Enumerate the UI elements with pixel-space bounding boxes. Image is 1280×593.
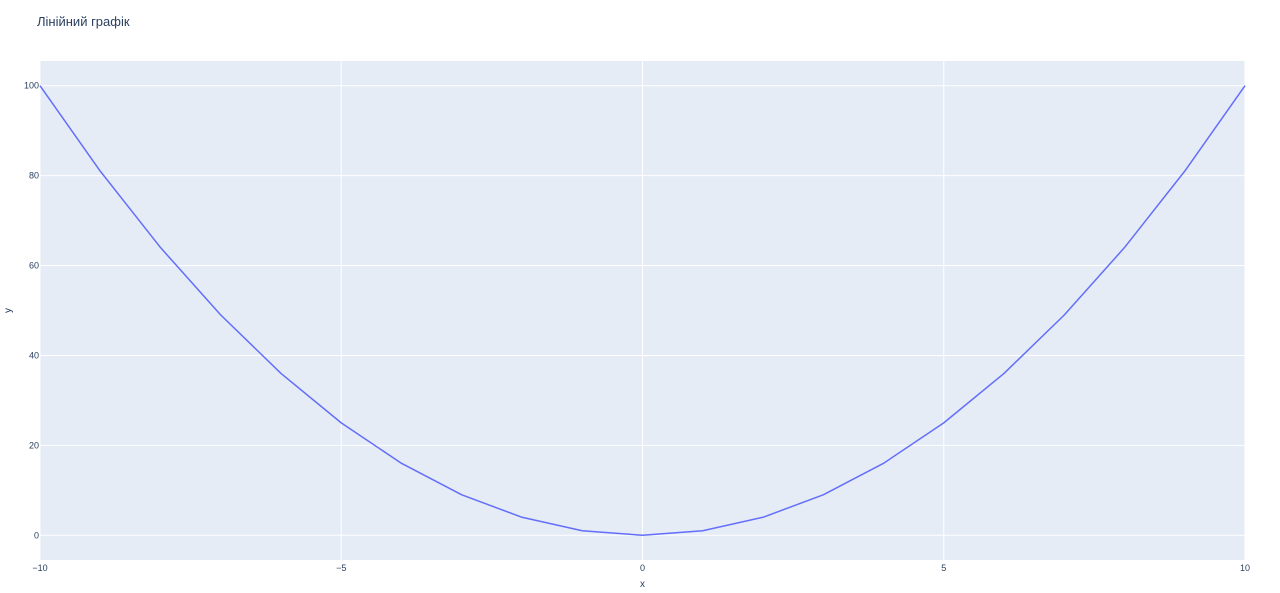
series-line (39, 85, 1246, 537)
series-layer (39, 85, 1246, 537)
x-tick-label: −5 (336, 563, 346, 573)
x-axis-ticks: −10 −5 0 5 10 (32, 563, 1250, 573)
y-tick-label: 20 (29, 440, 39, 450)
y-tick-label: 60 (29, 261, 39, 271)
x-tick-label: −10 (32, 563, 47, 573)
y-tick-label: 80 (29, 171, 39, 181)
x-axis-title: x (640, 579, 645, 590)
chart-title: Лінійний графік (37, 14, 130, 29)
y-tick-label: 40 (29, 350, 39, 360)
y-axis-title: y (3, 308, 14, 313)
x-grid (39, 61, 1246, 560)
x-tick-label: 0 (640, 563, 645, 573)
x-tick-label: 5 (941, 563, 946, 573)
y-tick-label: 100 (24, 81, 39, 91)
y-axis-ticks: 0 20 40 60 80 100 (24, 81, 39, 541)
x-tick-label: 10 (1240, 563, 1250, 573)
y-tick-label: 0 (34, 530, 39, 540)
